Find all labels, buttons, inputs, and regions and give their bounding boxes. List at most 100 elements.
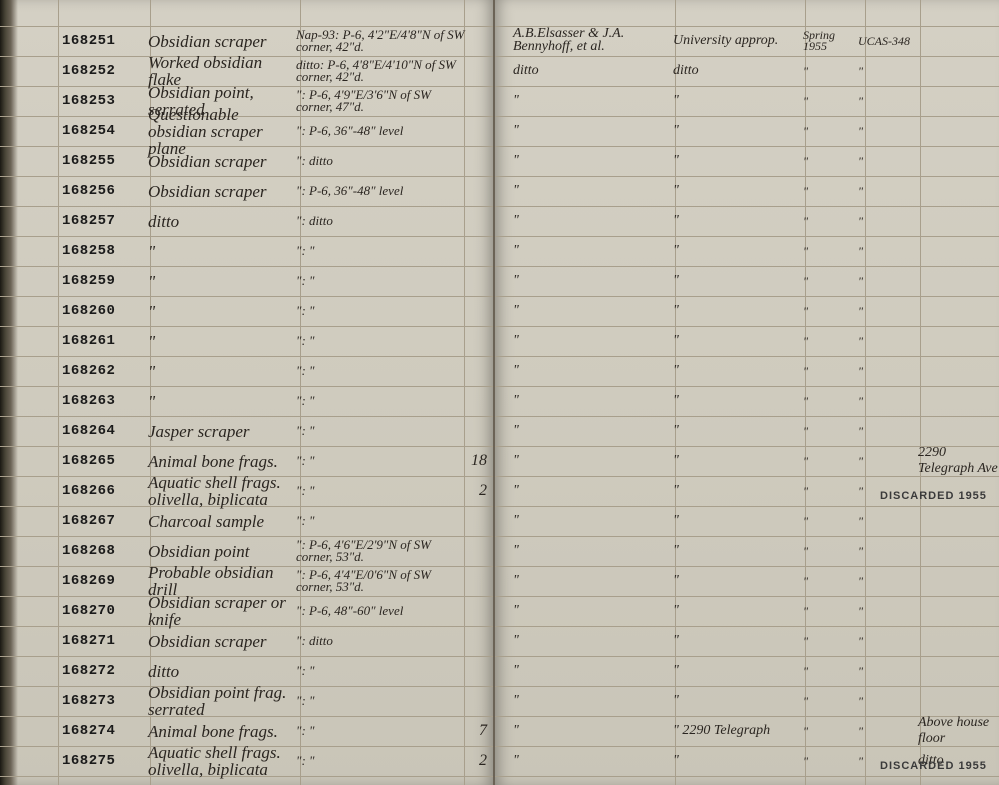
reference: " (858, 366, 918, 377)
collector: A.B.Elsasser & J.A. Bennyhoff, et al. (513, 28, 673, 53)
ledger-row: """" (495, 86, 999, 116)
reference: " (858, 186, 918, 197)
description: " (144, 363, 294, 380)
catalog-number: 168256 (62, 183, 144, 199)
sponsor: " (673, 333, 803, 349)
catalog-number: 168254 (62, 123, 144, 139)
date: " (803, 186, 858, 197)
collector: " (513, 335, 673, 348)
location: ditto: P-6, 4'8"E/4'10"N of SW corner, 4… (294, 59, 467, 82)
description: " (144, 303, 294, 320)
ledger-row: 168259"": " (0, 266, 493, 296)
count: 2 (467, 482, 493, 500)
sponsor: " (673, 183, 803, 199)
date: " (803, 276, 858, 287)
description: Obsidian scraper (144, 183, 294, 200)
location: ": " (294, 695, 467, 707)
date: Spring 1955 (803, 30, 858, 52)
catalog-number: 168260 (62, 303, 144, 319)
location: ": P-6, 48"-60" level (294, 605, 467, 617)
location: ": P-6, 4'4"E/0'6"N of SW corner, 53"d. (294, 569, 467, 592)
ledger-row: """" (495, 116, 999, 146)
catalog-number: 168252 (62, 63, 144, 79)
description: " (144, 393, 294, 410)
ledger-row: """" (495, 686, 999, 716)
description: " (144, 333, 294, 350)
location: ": " (294, 455, 467, 467)
date: " (803, 366, 858, 377)
collector: " (513, 365, 673, 378)
catalog-number: 168255 (62, 153, 144, 169)
ledger-row: 168260"": " (0, 296, 493, 326)
reference: " (858, 216, 918, 227)
location: ": P-6, 4'6"E/2'9"N of SW corner, 53"d. (294, 539, 467, 562)
sponsor: " (673, 603, 803, 619)
description: Obsidian scraper or knife (144, 594, 294, 628)
sponsor: " 2290 Telegraph (673, 723, 803, 739)
date: " (803, 486, 858, 497)
sponsor: " (673, 573, 803, 589)
date: " (803, 396, 858, 407)
location: ": " (294, 335, 467, 347)
location: ": " (294, 725, 467, 737)
ledger-row: 168256Obsidian scraper": P-6, 36"-48" le… (0, 176, 493, 206)
ledger-row: 168268Obsidian point": P-6, 4'6"E/2'9"N … (0, 536, 493, 566)
sponsor: " (673, 663, 803, 679)
catalog-number: 168263 (62, 393, 144, 409)
description: Animal bone frags. (144, 453, 294, 470)
reference: " (858, 66, 918, 77)
description: Animal bone frags. (144, 723, 294, 740)
date: " (803, 606, 858, 617)
ledger-row: 168274Animal bone frags.": "7 (0, 716, 493, 746)
catalog-number: 168262 (62, 363, 144, 379)
date: " (803, 66, 858, 77)
count: 7 (467, 722, 493, 740)
catalog-number: 168270 (62, 603, 144, 619)
ledger-row: """" (495, 506, 999, 536)
reference: " (858, 126, 918, 137)
date: " (803, 666, 858, 677)
sponsor: " (673, 753, 803, 769)
sponsor: " (673, 153, 803, 169)
collector: " (513, 155, 673, 168)
location: ": P-6, 36"-48" level (294, 185, 467, 197)
collector: " (513, 515, 673, 528)
discarded-stamp: DISCARDED 1955 (880, 760, 987, 772)
catalog-number: 168251 (62, 33, 144, 49)
collector: " (513, 605, 673, 618)
discarded-stamp: DISCARDED 1955 (880, 490, 987, 502)
description: " (144, 243, 294, 260)
description: Obsidian point frag. serrated (144, 684, 294, 718)
reference: " (858, 306, 918, 317)
ledger-row: 168255Obsidian scraper": ditto (0, 146, 493, 176)
ledger-row: "" 2290 Telegraph""Above house floor (495, 716, 999, 746)
collector: " (513, 485, 673, 498)
right-page: A.B.Elsasser & J.A. Bennyhoff, et al.Uni… (495, 0, 999, 785)
date: " (803, 96, 858, 107)
location: ": ditto (294, 155, 467, 167)
reference: " (858, 396, 918, 407)
ledger-row: 168265Animal bone frags.": "18 (0, 446, 493, 476)
collector: " (513, 95, 673, 108)
ledger-row: """" (495, 266, 999, 296)
ledger-row: """" (495, 146, 999, 176)
sponsor: " (673, 363, 803, 379)
catalog-number: 168253 (62, 93, 144, 109)
catalog-number: 168258 (62, 243, 144, 259)
ledger-row: """" (495, 386, 999, 416)
ledger-book: 168251Obsidian scraperNap-93: P-6, 4'2"E… (0, 0, 999, 785)
reference: " (858, 246, 918, 257)
location: ": " (294, 395, 467, 407)
left-page: 168251Obsidian scraperNap-93: P-6, 4'2"E… (0, 0, 495, 785)
description: ditto (144, 663, 294, 680)
collector: " (513, 725, 673, 738)
sponsor: " (673, 243, 803, 259)
date: " (803, 126, 858, 137)
location: ": " (294, 275, 467, 287)
ledger-row: dittoditto"" (495, 56, 999, 86)
ledger-row: """" (495, 626, 999, 656)
ledger-row: 168273Obsidian point frag. serrated": " (0, 686, 493, 716)
reference: " (858, 456, 918, 467)
collector: " (513, 455, 673, 468)
collector: ditto (513, 65, 673, 78)
